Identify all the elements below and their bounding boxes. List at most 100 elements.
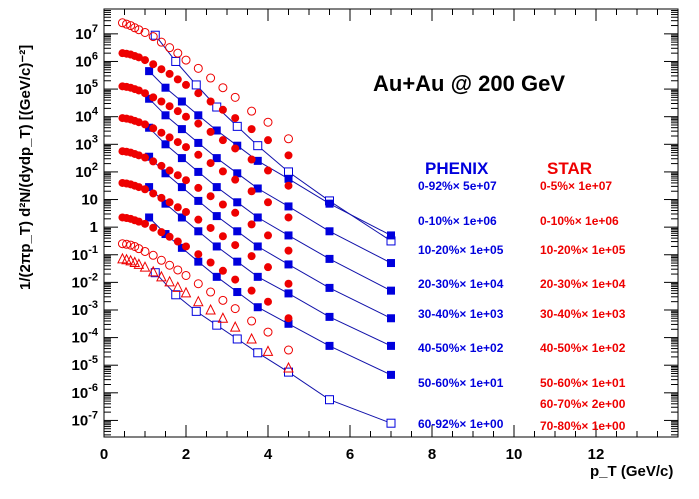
y-tick-label: 104 <box>75 106 99 126</box>
data-point <box>253 272 262 281</box>
fit-curve <box>148 98 392 264</box>
data-point <box>231 208 240 217</box>
data-point <box>325 341 334 350</box>
data-point <box>165 260 175 270</box>
data-point <box>173 75 182 84</box>
data-point <box>161 199 170 208</box>
data-point <box>205 303 216 315</box>
data-point <box>218 83 228 93</box>
data-point <box>194 183 203 192</box>
data-point <box>134 86 143 95</box>
x-tick-label: 2 <box>182 446 190 463</box>
data-point <box>231 144 240 153</box>
data-point <box>141 185 149 194</box>
y-tick-label: 105 <box>75 78 98 98</box>
data-point <box>193 63 203 73</box>
data-point <box>231 275 240 284</box>
data-point <box>247 106 257 116</box>
data-point <box>247 155 256 164</box>
data-point <box>164 275 175 287</box>
data-point <box>141 89 149 98</box>
y-tick-label: 10-3 <box>72 299 98 319</box>
y-tick-label: 103 <box>75 133 98 153</box>
data-point <box>230 92 240 102</box>
data-point <box>246 332 257 344</box>
data-point <box>129 256 141 267</box>
data-point <box>161 83 170 92</box>
data-point <box>212 183 221 192</box>
data-point <box>145 183 154 192</box>
data-point <box>206 159 215 168</box>
x-tick-label: 12 <box>588 446 605 463</box>
data-point <box>141 219 149 228</box>
data-point <box>172 281 184 292</box>
fit-curve <box>148 70 392 236</box>
y-tick-label: 10-2 <box>72 271 98 291</box>
data-point <box>387 231 395 240</box>
data-point <box>149 223 158 232</box>
data-point <box>217 312 229 323</box>
data-point <box>212 126 221 135</box>
data-point <box>177 125 186 134</box>
data-point <box>325 254 334 263</box>
data-point <box>386 418 396 428</box>
data-point <box>140 27 150 37</box>
data-point <box>191 80 201 90</box>
legend-star-entry: 20-30%× 1e+04 <box>540 277 626 291</box>
data-point <box>325 199 334 208</box>
data-point <box>141 56 149 65</box>
data-point <box>229 320 241 332</box>
legend-star-entry: 60-70%× 2e+00 <box>540 397 626 411</box>
data-point <box>181 55 191 65</box>
y-tick-label: 10-6 <box>72 382 98 402</box>
data-point <box>387 286 395 295</box>
data-point <box>284 260 293 269</box>
chart-title: Au+Au @ 200 GeV <box>373 71 565 96</box>
data-point <box>145 213 154 222</box>
fit-curve <box>148 156 392 319</box>
x-tick-label: 4 <box>264 446 273 463</box>
y-tick-label: 102 <box>75 161 98 181</box>
data-point <box>173 237 182 246</box>
legend-star-entry: 40-50%× 1e+02 <box>540 341 626 355</box>
data-point <box>206 287 216 297</box>
data-point <box>284 213 293 222</box>
data-point <box>233 288 242 297</box>
data-point <box>253 303 262 312</box>
data-point <box>206 127 215 136</box>
data-point <box>231 114 240 123</box>
data-point <box>145 94 154 103</box>
data-point <box>194 138 203 147</box>
data-point <box>212 272 221 281</box>
data-point <box>149 93 158 102</box>
data-point <box>149 124 158 133</box>
data-point <box>149 157 158 166</box>
data-point <box>134 183 143 192</box>
legend-phenix-entry: 10-20%× 1e+05 <box>418 243 504 257</box>
data-point <box>134 151 143 160</box>
data-point <box>177 183 186 192</box>
data-point <box>177 154 186 163</box>
data-point <box>325 312 334 321</box>
data-point <box>231 241 240 250</box>
legend-star-entry: 10-20%× 1e+05 <box>540 243 626 257</box>
data-point <box>122 239 132 249</box>
data-point <box>218 232 227 241</box>
data-point <box>194 167 203 176</box>
data-point <box>177 97 186 106</box>
fit-curve <box>148 127 392 292</box>
data-point <box>232 121 242 131</box>
legend-star-entry: 0-10%× 1e+06 <box>540 214 619 228</box>
data-point <box>387 370 395 379</box>
data-point <box>253 141 263 151</box>
data-point <box>117 18 127 28</box>
data-point <box>165 102 174 111</box>
data-point <box>165 133 174 142</box>
fit-curve <box>148 186 392 347</box>
data-point <box>253 348 263 358</box>
data-point <box>284 202 293 211</box>
data-point <box>284 314 293 323</box>
data-point <box>206 73 216 83</box>
legend-star-entry: 30-40%× 1e+03 <box>540 307 626 321</box>
data-point <box>230 304 240 314</box>
